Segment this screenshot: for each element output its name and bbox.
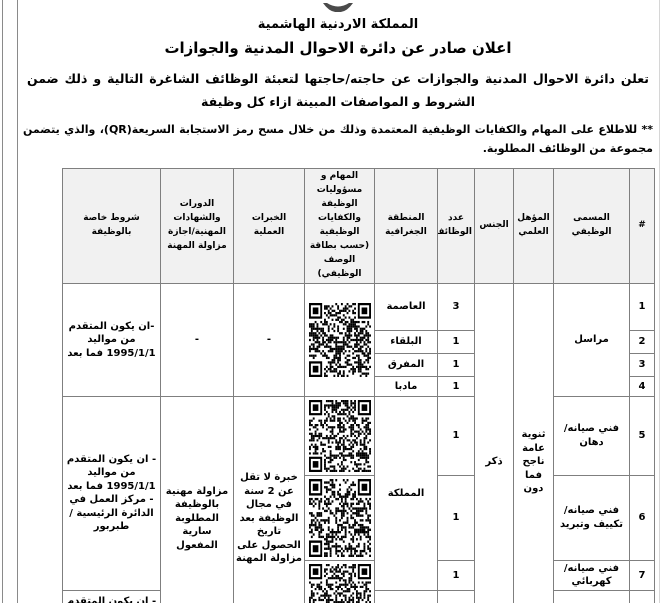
qr-code [304, 282, 375, 397]
qr-code [304, 559, 375, 603]
region-cell: المملكة [374, 395, 438, 591]
region-cell: البلقاء [374, 329, 438, 354]
table-row: 2 1 البلقاء [63, 329, 655, 354]
col-header-duties: المهام و مسؤوليات الوظيفة والكفايات الوظ… [304, 168, 375, 284]
page-title: اعلان صادر عن دائرة الاحوال المدنية والج… [164, 39, 512, 57]
table-row: 3 1 المفرق [63, 352, 655, 377]
vacancies-cell: 1 [437, 352, 475, 377]
job-title-cell: فني صيانه/ تكييف وتبريد [553, 474, 630, 561]
qr-code [304, 395, 375, 476]
col-header-gender: الجنس [474, 168, 514, 284]
table-row: 8 فني صيانه/ كهربائي 1 المفرق - ان يكون … [62, 589, 655, 603]
courses-cell: مزاولة مهنية بالوظيفة المطلوبة سارية الم… [160, 395, 234, 603]
qr-code-image [308, 564, 371, 603]
row-number-cell: 5 [629, 395, 655, 476]
qr-code-image [308, 399, 371, 472]
col-header-courses: الدورات والشهادات المهنية/اجازة مزاولة ا… [160, 168, 234, 284]
row-number-cell: 3 [629, 352, 655, 377]
col-header-job-title: المسمى الوظيفي [553, 168, 630, 284]
region-cell: العاصمة [374, 282, 438, 331]
vacancies-cell: 1 [437, 375, 475, 397]
qr-code-image [308, 302, 371, 377]
table-header-row: # المسمى الوظيفي المؤهل العلمي الجنس عدد… [62, 168, 655, 284]
courses-cell: - [160, 282, 234, 397]
table-row: 7 فني صيانه/ كهربائي 1 [63, 559, 655, 603]
row-number-cell: 1 [629, 282, 655, 331]
table-row: 4 1 مادبا [63, 375, 655, 397]
intro-paragraph: تعلن دائرة الاحوال المدنية والجوازات عن … [27, 71, 649, 109]
vacancies-table: # المسمى الوظيفي المؤهل العلمي الجنس عدد… [62, 168, 655, 603]
job-title-cell: فني صيانه/ دهان [553, 395, 630, 476]
row-number-cell: 2 [629, 329, 655, 354]
row-number-cell: 4 [629, 375, 655, 397]
qr-note-paragraph: ** للاطلاع على المهام والكفايات الوظيفية… [23, 123, 653, 155]
experience-cell: - [233, 282, 305, 397]
vacancies-cell: 1 [437, 474, 475, 561]
region-cell: المفرق [374, 352, 438, 377]
vacancies-cell: 1 [437, 589, 475, 603]
kingdom-name: المملكة الاردنية الهاشمية [257, 17, 419, 32]
col-header-special-conditions: شروط خاصة بالوظيفة [62, 168, 161, 284]
table-row: 1 مراسل ثنوية عامة ناجح فما دون ذكر 3 ال… [62, 282, 655, 603]
col-header-qualification: المؤهل العلمي [513, 168, 554, 284]
row-number-cell: 7 [629, 559, 655, 591]
qr-code-image [308, 478, 371, 557]
qr-code [304, 474, 375, 561]
vacancies-cell: 1 [437, 329, 475, 354]
vacancies-cell: 1 [437, 559, 475, 591]
region-cell: مادبا [374, 375, 438, 397]
gender-cell: ذكر [474, 282, 514, 603]
page-edge-line-inner [17, 0, 18, 603]
qualification-cell: ثنوية عامة ناجح فما دون [513, 282, 554, 603]
table-row: 5 فني صيانه/ دهان 1 المملكة خبرة لا تقل … [62, 395, 655, 603]
col-header-region: المنطقة الجغرافية [374, 168, 438, 284]
row-number-cell: 6 [629, 474, 655, 561]
table-row: 6 فني صيانه/ تكييف وتبريد 1 [63, 474, 655, 561]
col-header-experience: الخبرات العملية [233, 168, 305, 284]
special-conditions-cell: - ان يكون المتقدم من مواليد 1995/1/1 فما… [62, 589, 161, 603]
experience-cell: خبرة لا تقل عن 2 سنة في مجال الوظيفة بعد… [233, 395, 305, 603]
region-cell: المفرق [374, 589, 438, 603]
col-header-num: # [629, 168, 655, 284]
job-title-cell: فني صيانه/ كهربائي [553, 559, 630, 591]
special-conditions-cell: - ان يكون المتقدم من مواليد 1995/1/1 فما… [62, 395, 161, 591]
page-edge-line-right [659, 0, 660, 603]
special-conditions-cell: -ان يكون المتقدم من مواليد 1995/1/1 فما … [62, 282, 161, 397]
col-header-vacancies: عدد الوظائف [437, 168, 475, 284]
job-title-cell: فني صيانه/ كهربائي [553, 589, 630, 603]
row-number-cell: 8 [629, 589, 655, 603]
job-title-cell: مراسل [553, 282, 630, 397]
vacancies-cell: 3 [437, 282, 475, 331]
jordan-coat-of-arms-icon [21, 0, 655, 12]
page-content: المملكة الاردنية الهاشمية اعلان صادر عن … [21, 0, 655, 603]
page-edge-line-outer [2, 0, 3, 603]
vacancies-cell: 1 [437, 395, 475, 476]
